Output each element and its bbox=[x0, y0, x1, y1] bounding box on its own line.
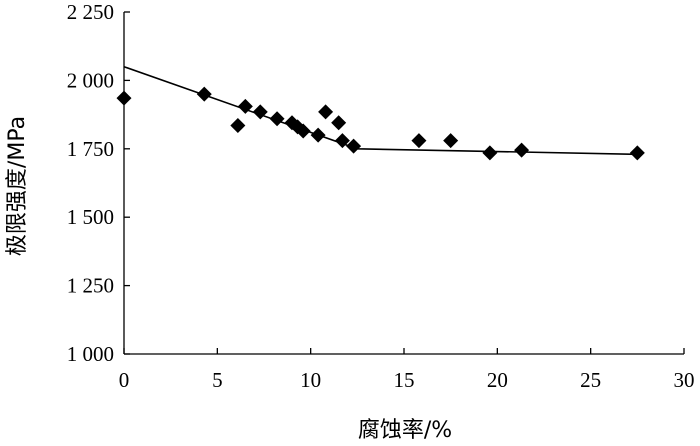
data-point bbox=[629, 145, 645, 161]
x-tick-label: 5 bbox=[212, 368, 223, 392]
plot-area: 1 000 1 250 1 500 1 750 2 000 2 250 0 5 10 15 20 25… bbox=[67, 0, 695, 392]
x-tick-label: 25 bbox=[580, 368, 601, 392]
y-tick-label: 1 250 bbox=[67, 274, 114, 298]
y-axis-title: 极限强度/MPa bbox=[5, 116, 30, 256]
y-tick-label: 2 250 bbox=[67, 0, 114, 24]
data-point bbox=[295, 123, 311, 139]
data-point bbox=[514, 142, 530, 158]
trend-line bbox=[123, 65, 638, 156]
x-tick-label: 0 bbox=[119, 368, 130, 392]
y-tick-label: 1 750 bbox=[67, 137, 114, 161]
data-point bbox=[482, 145, 498, 161]
data-point bbox=[411, 133, 427, 149]
data-point bbox=[230, 118, 246, 134]
data-point bbox=[116, 90, 132, 106]
data-point bbox=[252, 104, 268, 120]
y-tick-label: 1 000 bbox=[67, 342, 114, 366]
data-point bbox=[443, 133, 459, 149]
data-point bbox=[269, 111, 285, 127]
data-point bbox=[331, 115, 347, 131]
data-point bbox=[237, 98, 253, 114]
x-tick-label: 15 bbox=[394, 368, 415, 392]
y-tick-label: 2 000 bbox=[67, 68, 114, 92]
data-point bbox=[196, 86, 212, 102]
data-point bbox=[318, 104, 334, 120]
data-point bbox=[346, 138, 362, 154]
x-axis-title: 腐蚀率/% bbox=[358, 418, 452, 443]
x-tick-label: 10 bbox=[300, 368, 321, 392]
y-tick-label: 1 500 bbox=[67, 205, 114, 229]
data-point bbox=[310, 127, 326, 143]
x-tick-label: 30 bbox=[674, 368, 695, 392]
data-point bbox=[334, 133, 350, 149]
x-tick-label: 20 bbox=[487, 368, 508, 392]
